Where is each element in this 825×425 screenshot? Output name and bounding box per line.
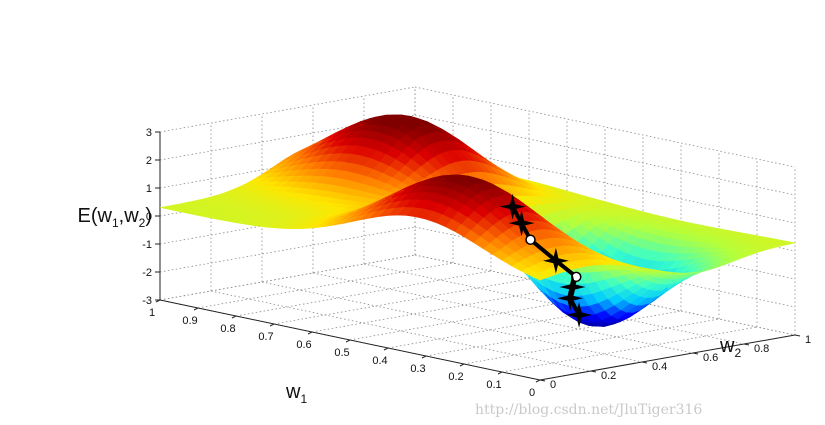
x-tick-label: 0.2 xyxy=(448,371,463,383)
x-axis-label: w1 xyxy=(285,381,307,406)
gradient-descent-path xyxy=(499,193,593,328)
grid-line xyxy=(414,254,796,336)
y-tick-label: 1 xyxy=(805,334,811,346)
z-tick-label: -2 xyxy=(142,267,152,279)
x-tick-mark xyxy=(269,323,275,327)
descent-point xyxy=(557,285,584,312)
y-tick-mark xyxy=(692,352,699,355)
grid-line xyxy=(159,114,416,161)
x-tick-label: 0.7 xyxy=(258,331,273,343)
descent-point xyxy=(559,273,586,300)
x-tick-label: 0.3 xyxy=(410,363,425,375)
x-tick-label: 0.9 xyxy=(182,315,197,327)
z-tick-label: 1 xyxy=(146,183,152,195)
y-tick-mark xyxy=(590,370,597,373)
y-tick-mark xyxy=(539,379,546,382)
x-tick-mark xyxy=(193,307,199,311)
grid-line xyxy=(463,318,720,365)
grid-line xyxy=(363,263,745,345)
grid-line xyxy=(159,254,416,301)
y-tick-mark xyxy=(794,334,801,337)
x-tick-label: 0.1 xyxy=(486,379,501,391)
z-axis-label: E(w1,w2) xyxy=(78,205,153,230)
grid-line xyxy=(235,270,492,317)
grid-line xyxy=(273,278,530,325)
z-tick-label: -3 xyxy=(142,295,152,307)
z-tick-label: 0 xyxy=(146,211,152,223)
y-tick-mark xyxy=(641,361,648,364)
x-tick-label: 0.4 xyxy=(372,355,387,367)
grid-line xyxy=(210,290,592,372)
x-tick-label: 0 xyxy=(529,387,535,399)
descent-point xyxy=(542,247,569,274)
x-tick-mark xyxy=(535,379,541,383)
grid-line xyxy=(501,326,758,373)
watermark: http://blog.csdn.net/JluTiger316 xyxy=(475,402,702,418)
error-surface xyxy=(159,114,796,327)
x-tick-mark xyxy=(497,371,503,375)
x-tick-label: 0.6 xyxy=(296,339,311,351)
descent-point xyxy=(566,301,593,328)
y-tick-label: 0 xyxy=(550,379,556,391)
grid-line xyxy=(414,114,796,196)
z-tick-label: -1 xyxy=(142,239,152,251)
y-tick-label: 0.6 xyxy=(703,352,718,364)
y-tick-label: 0.8 xyxy=(754,343,769,355)
x-tick-label: 0.8 xyxy=(220,323,235,335)
x-tick-mark xyxy=(383,347,389,351)
x-tick-mark xyxy=(231,315,237,319)
x-tick-mark xyxy=(345,339,351,343)
grid-line xyxy=(312,272,694,354)
surface-patch xyxy=(159,206,176,210)
x-tick-mark xyxy=(459,363,465,367)
axis-line xyxy=(539,334,796,381)
tick-labels: 1 0.9 0.8 0.7 0.6 0.5 0.4 0.3 0.2 0.1 0 0 0.2 0.4 0.6 0… xyxy=(142,127,811,399)
x-tick-mark xyxy=(307,331,313,335)
x-tick-label: 0.5 xyxy=(334,347,349,359)
descent-point xyxy=(499,193,526,220)
grid-line xyxy=(387,302,644,349)
grid-line xyxy=(159,226,416,273)
y-tick-mark xyxy=(743,343,750,346)
grid-line xyxy=(197,262,454,309)
x-tick-label: 1 xyxy=(149,307,155,319)
z-tick-label: 3 xyxy=(146,127,152,139)
z-tick-label: 2 xyxy=(146,155,152,167)
grid-line xyxy=(311,286,568,333)
x-tick-mark xyxy=(421,355,427,359)
descent-point xyxy=(571,271,582,283)
descent-point xyxy=(525,234,536,245)
grid-line xyxy=(414,86,796,168)
descent-point xyxy=(508,210,535,237)
grid-line xyxy=(159,86,416,133)
grid-line xyxy=(349,294,606,341)
y-tick-label: 0.4 xyxy=(652,361,667,373)
y-axis-label: w2 xyxy=(719,335,741,360)
grid-line xyxy=(261,281,643,363)
axes-grid xyxy=(159,86,796,381)
grid-line xyxy=(425,310,682,357)
y-tick-label: 0.2 xyxy=(601,370,616,382)
